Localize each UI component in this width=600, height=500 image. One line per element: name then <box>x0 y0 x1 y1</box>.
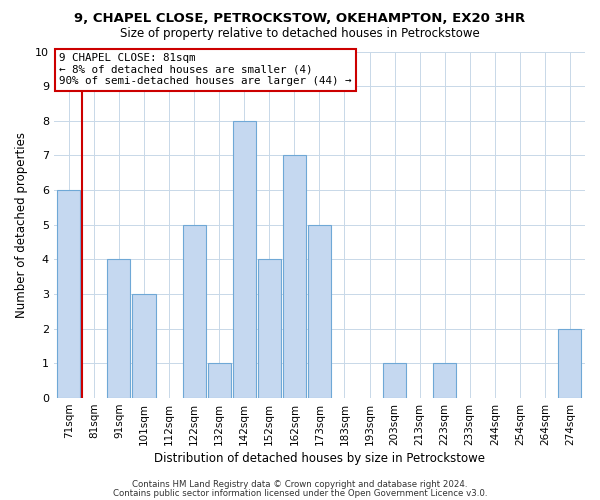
Y-axis label: Number of detached properties: Number of detached properties <box>15 132 28 318</box>
Text: Contains HM Land Registry data © Crown copyright and database right 2024.: Contains HM Land Registry data © Crown c… <box>132 480 468 489</box>
Text: Size of property relative to detached houses in Petrockstowe: Size of property relative to detached ho… <box>120 28 480 40</box>
Bar <box>233 121 256 398</box>
Text: 9 CHAPEL CLOSE: 81sqm
← 8% of detached houses are smaller (4)
90% of semi-detach: 9 CHAPEL CLOSE: 81sqm ← 8% of detached h… <box>59 53 352 86</box>
Bar <box>133 294 155 398</box>
Text: 9, CHAPEL CLOSE, PETROCKSTOW, OKEHAMPTON, EX20 3HR: 9, CHAPEL CLOSE, PETROCKSTOW, OKEHAMPTON… <box>74 12 526 26</box>
Bar <box>107 260 130 398</box>
Text: Contains public sector information licensed under the Open Government Licence v3: Contains public sector information licen… <box>113 488 487 498</box>
Bar <box>208 364 231 398</box>
Bar <box>383 364 406 398</box>
Bar <box>283 156 306 398</box>
Bar <box>58 190 80 398</box>
Bar <box>182 225 206 398</box>
Bar <box>433 364 456 398</box>
X-axis label: Distribution of detached houses by size in Petrockstowe: Distribution of detached houses by size … <box>154 452 485 465</box>
Bar <box>308 225 331 398</box>
Bar <box>258 260 281 398</box>
Bar <box>559 329 581 398</box>
